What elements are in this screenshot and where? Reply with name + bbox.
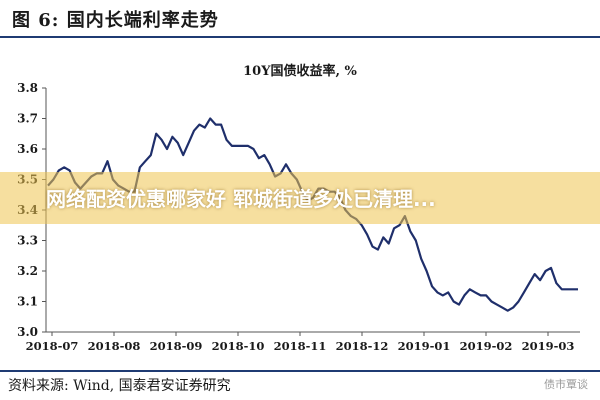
- x-tick-label: 2018-09: [150, 339, 203, 353]
- watermark-text: 债市覃谈: [544, 378, 588, 391]
- x-tick-label: 2018-07: [26, 339, 79, 353]
- x-tick-label: 2019-01: [398, 339, 451, 353]
- x-tick-label: 2019-02: [460, 339, 513, 353]
- y-tick-label: 3.8: [17, 81, 38, 95]
- x-tick-label: 2018-11: [274, 339, 327, 353]
- header-rule: [0, 36, 600, 38]
- figure-header: 图 6: 国内长端利率走势: [0, 0, 600, 36]
- chart-title: 10Y国债收益率, %: [243, 63, 357, 79]
- source-rule: [0, 370, 600, 372]
- overlay-banner[interactable]: [0, 172, 600, 224]
- x-tick-label: 2018-08: [88, 339, 141, 353]
- y-tick-label: 3.3: [17, 234, 38, 248]
- source-note: 资料来源: Wind, 国泰君安证券研究: [8, 378, 231, 394]
- x-tick-label: 2018-12: [336, 339, 389, 353]
- y-tick-label: 3.6: [17, 142, 38, 156]
- overlay-ad-text[interactable]: 网络配资优惠哪家好 郓城街道多处已清理...: [46, 187, 436, 211]
- y-tick-label: 3.7: [17, 112, 38, 126]
- y-tick-label: 3.0: [17, 325, 38, 339]
- figure-title: 图 6: 国内长端利率走势: [12, 10, 219, 31]
- x-axis-ticks: 2018-07 2018-08 2018-09 2018-10 2018-11 2018-…: [26, 332, 575, 353]
- y-tick-label: 3.2: [17, 264, 38, 278]
- x-tick-label: 2018-10: [212, 339, 265, 353]
- y-tick-label: 3.1: [17, 295, 38, 309]
- x-tick-label: 2019-03: [522, 339, 575, 353]
